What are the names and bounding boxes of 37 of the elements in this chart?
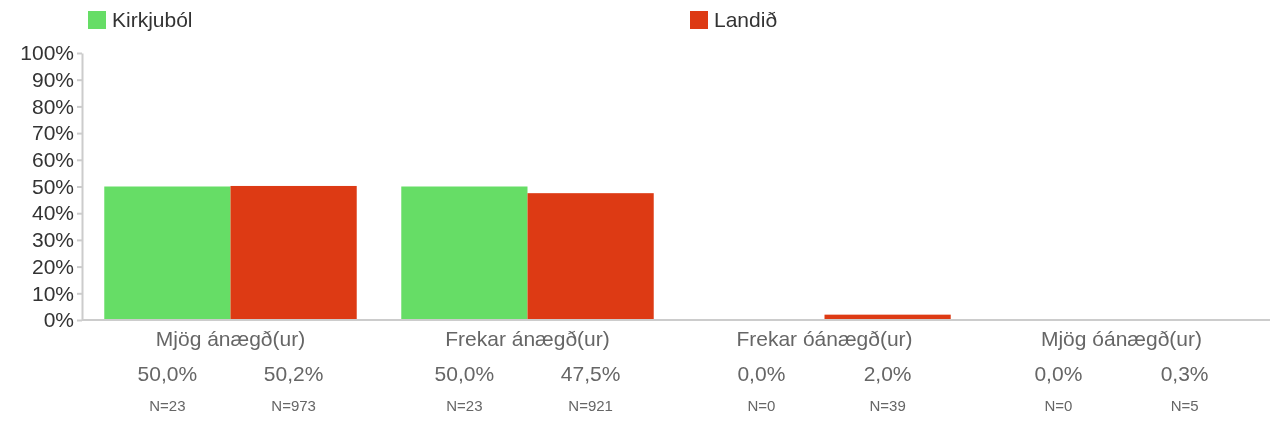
data-label: 47,5% [560, 362, 621, 385]
data-label: 50,2% [263, 362, 324, 385]
y-tick-label: 20% [31, 254, 74, 278]
legend-label: Kirkjuból [112, 8, 193, 31]
text: N=5 [1170, 397, 1199, 414]
x-tick-label: Mjög ánægð(ur) [155, 327, 306, 350]
text: N=973 [271, 397, 316, 414]
data-label: 2,0% [863, 362, 912, 385]
x-tick-label: Frekar ánægð(ur) [445, 327, 610, 350]
y-tick-label: 0% [43, 308, 74, 332]
y-tick-label: 80% [31, 94, 74, 118]
bar [527, 193, 654, 320]
y-tick-label: 40% [31, 201, 74, 225]
legend-label: Landið [714, 8, 778, 31]
text: N=23 [446, 397, 483, 414]
y-tick-label: 10% [31, 281, 74, 305]
data-label: 0,0% [1034, 362, 1083, 385]
x-tick-label: Mjög óánægð(ur) [1040, 327, 1203, 350]
y-tick-label: 70% [31, 121, 74, 145]
y-tick-label: 100% [20, 41, 74, 65]
y-tick-label: 60% [31, 148, 74, 172]
bar [401, 186, 528, 320]
data-label: 50,0% [434, 362, 495, 385]
y-tick-label: 90% [31, 67, 74, 91]
x-tick-label: Frekar óánægð(ur) [736, 327, 913, 350]
text: N=0 [1044, 397, 1073, 414]
data-label: 50,0% [137, 362, 198, 385]
text: N=23 [149, 397, 186, 414]
y-tick-label: 50% [31, 174, 74, 198]
y-tick-label: 30% [31, 228, 74, 252]
text: N=0 [747, 397, 776, 414]
text: N=921 [568, 397, 613, 414]
data-label: 0,0% [737, 362, 786, 385]
bar [104, 186, 231, 320]
data-label: 0,3% [1160, 362, 1209, 385]
text: N=39 [869, 397, 906, 414]
bar [230, 185, 357, 320]
